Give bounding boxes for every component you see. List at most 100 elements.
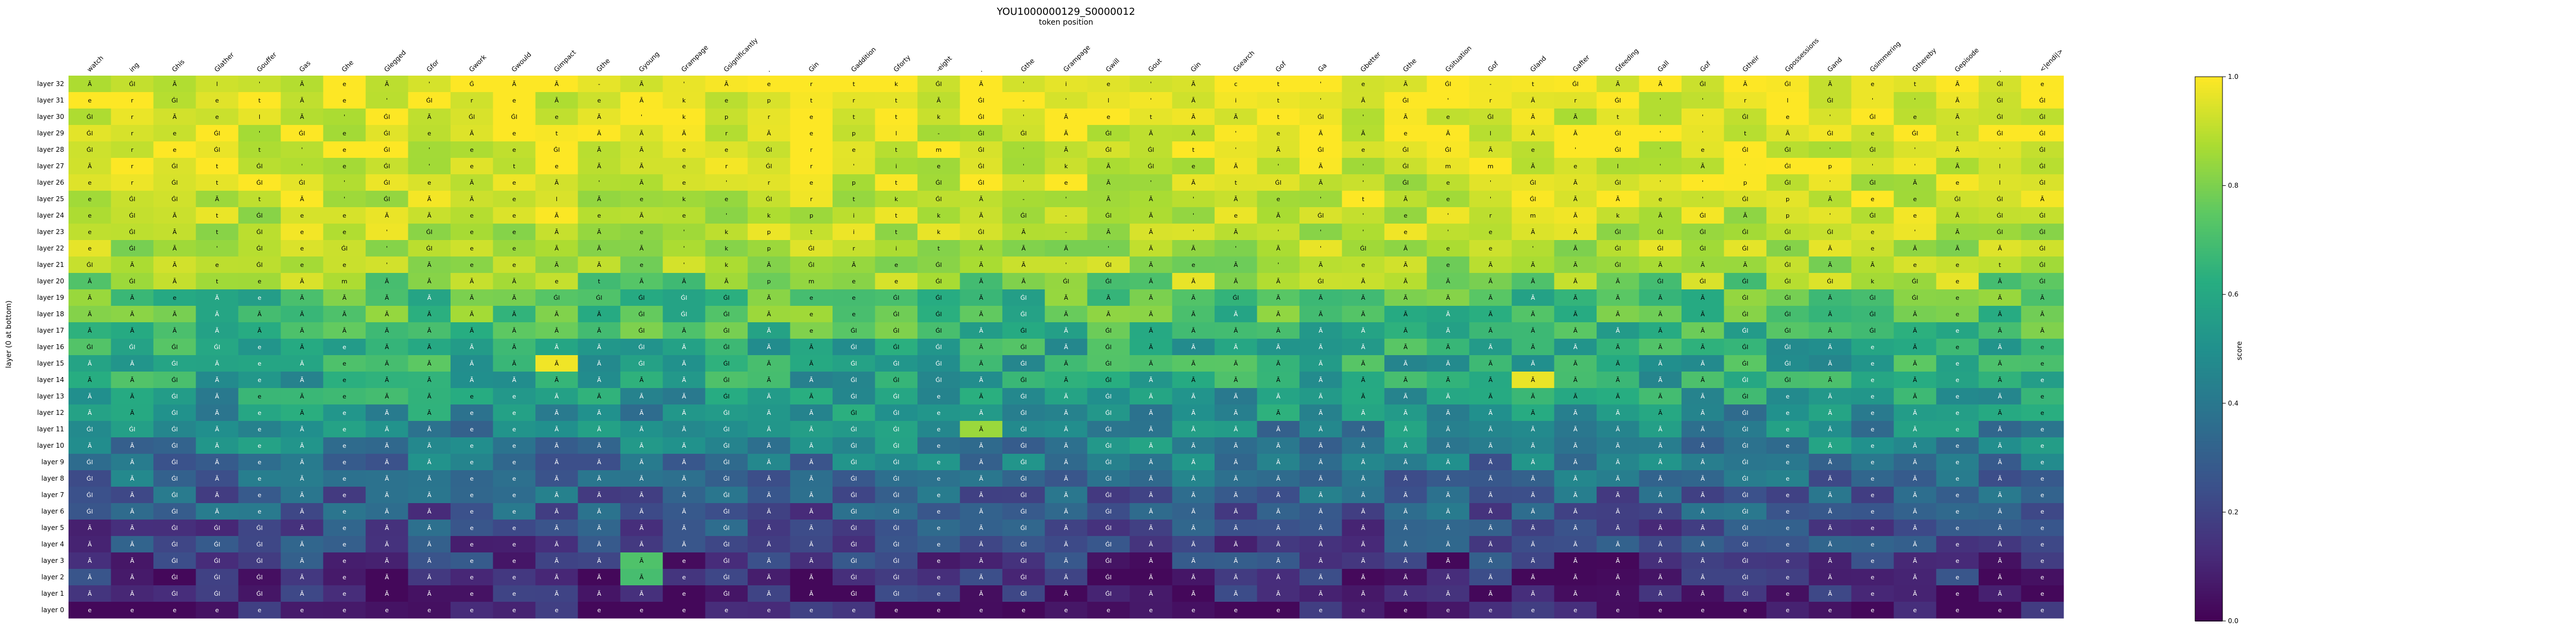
heatmap-cell <box>1512 158 1555 175</box>
cell-label: Ã <box>1658 508 1662 515</box>
cell-label: Ġl <box>1912 294 1918 301</box>
cell-label: Ã <box>1531 426 1535 433</box>
cell-label: Ã <box>130 377 134 384</box>
cell-label: e <box>1531 146 1535 153</box>
cell-label: ' <box>1235 245 1236 252</box>
cell-label: Ã <box>640 97 644 104</box>
heatmap-cell <box>238 76 281 93</box>
cell-label: Ġl <box>851 508 857 515</box>
cell-label: e <box>470 146 474 153</box>
cell-label: Ġl <box>723 311 730 318</box>
cell-label: Ã <box>1616 442 1620 449</box>
cell-label: Ġl <box>893 475 899 482</box>
cell-label: Ġl <box>1021 294 1027 301</box>
cell-label: Ã <box>1531 409 1535 417</box>
cell-label: Ã <box>810 524 814 532</box>
cell-label: r <box>1489 97 1492 104</box>
heatmap-cell <box>1936 174 1979 191</box>
heatmap-cell <box>1809 125 1852 142</box>
cell-label: Ã <box>88 557 92 564</box>
heatmap-cell <box>1087 174 1130 191</box>
cell-label: Ã <box>1701 311 1705 318</box>
cell-label: Ã <box>640 524 644 532</box>
colorbar-tick-label: 0.8 <box>2228 182 2238 190</box>
cell-label: e <box>88 245 92 252</box>
heatmap-cell <box>1469 109 1512 126</box>
x-tick-label: Gfor <box>425 58 441 73</box>
cell-label: e <box>470 508 474 515</box>
heatmap-cell <box>535 109 578 126</box>
cell-label: p <box>1828 163 1832 170</box>
cell-label: Ã <box>470 377 474 384</box>
cell-label: Ġl <box>1445 146 1451 153</box>
cell-label: Ã <box>1192 377 1196 384</box>
cell-label: Ġl <box>1742 327 1748 334</box>
cell-label: Ġl <box>1105 393 1112 400</box>
cell-label: ' <box>1193 196 1194 203</box>
heatmap-cell <box>69 174 111 191</box>
cell-label: Ã <box>767 574 771 581</box>
cell-label: Ã <box>1276 344 1280 351</box>
heatmap-cell <box>451 76 493 93</box>
cell-label: Ã <box>1149 377 1153 384</box>
cell-label: Ġl <box>87 426 93 433</box>
cell-label: Ġl <box>2039 245 2045 252</box>
cell-label: Ã <box>470 360 474 367</box>
cell-label: Ã <box>300 590 304 597</box>
cell-label: Ã <box>1192 426 1196 433</box>
heatmap-cell <box>1979 125 2022 142</box>
heatmap-cell <box>1766 158 1809 175</box>
cell-label: Ã <box>767 130 771 137</box>
cell-label: Ġl <box>723 590 730 597</box>
heatmap-cell <box>1299 174 1342 191</box>
cell-label: Ã <box>1404 393 1408 400</box>
cell-label: Ġl <box>129 426 135 433</box>
heatmap-cell <box>663 141 706 158</box>
cell-label: Ã <box>2041 196 2045 203</box>
x-tick-label: Gouffer <box>255 50 278 73</box>
heatmap-cell <box>1809 76 1852 93</box>
y-tick-label: layer 26 <box>37 179 64 186</box>
cell-label: Ã <box>300 524 304 532</box>
cell-label: Ġl <box>893 377 899 384</box>
cell-label: e <box>343 377 346 384</box>
cell-label: Ã <box>130 524 134 532</box>
cell-label: Ã <box>1149 524 1153 532</box>
cell-label: Ã <box>1913 426 1917 433</box>
cell-label: Ġl <box>1742 278 1748 285</box>
cell-label: t <box>853 113 856 121</box>
cell-label: Ġl <box>978 229 984 236</box>
y-tick-label: layer 17 <box>37 327 64 334</box>
cell-label: e <box>555 163 558 170</box>
cell-label: Ã <box>173 81 177 88</box>
cell-label: Ã <box>470 294 474 301</box>
heatmap-cell <box>238 141 281 158</box>
cell-label: Ã <box>767 344 771 351</box>
heatmap-cell <box>748 141 791 158</box>
cell-label: Ġl <box>893 426 899 433</box>
cell-label: e <box>937 524 941 532</box>
cell-label: t <box>1277 97 1280 104</box>
cell-label: Ġl <box>639 311 645 318</box>
cell-label: Ã <box>215 508 219 515</box>
cell-label: Ã <box>1234 409 1238 417</box>
cell-label: Ġl <box>1021 393 1027 400</box>
cell-label: Ã <box>1404 442 1408 449</box>
cell-label: Ã <box>1574 229 1578 236</box>
cell-label: Ã <box>1149 344 1153 351</box>
heatmap-cell <box>1045 174 1088 191</box>
heatmap-cell <box>1554 109 1597 126</box>
cell-label: Ã <box>1998 442 2002 449</box>
cell-label: Ã <box>1616 590 1620 597</box>
y-tick-label: layer 32 <box>37 80 64 88</box>
cell-label: e <box>470 163 474 170</box>
cell-label: ' <box>1830 113 1831 121</box>
cell-label: ' <box>1660 163 1661 170</box>
heatmap-cell <box>408 92 451 109</box>
cell-label: Ã <box>1192 81 1196 88</box>
cell-label: Ã <box>979 245 983 252</box>
heatmap-cell <box>1215 125 1258 142</box>
cell-label: e <box>1956 344 1959 351</box>
cell-label: Ã <box>1658 212 1662 219</box>
cell-label: Ġl <box>2039 146 2045 153</box>
